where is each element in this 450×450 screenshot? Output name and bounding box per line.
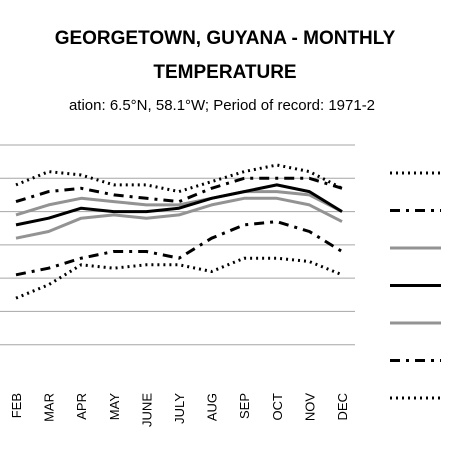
legend	[390, 171, 441, 400]
x-tick-label: MAR	[42, 393, 57, 422]
gridlines	[0, 144, 355, 346]
series-line-2	[15, 176, 343, 204]
x-tick-label: MAY	[107, 393, 122, 421]
x-tick-label: SEP	[237, 393, 252, 419]
series-line-5	[15, 196, 343, 240]
x-tick-label: DEC	[335, 393, 350, 420]
series-line-7	[15, 256, 343, 300]
series-lines	[15, 163, 343, 300]
x-tick-label: JUNE	[139, 393, 154, 427]
series-line-3	[15, 190, 343, 217]
chart-title-line-2: TEMPERATURE	[153, 62, 296, 83]
series-line-6	[15, 220, 343, 277]
x-tick-label: NOV	[302, 393, 317, 422]
x-tick-label: APR	[74, 393, 89, 420]
series-line-4	[15, 183, 343, 227]
chart-subtitle: ation: 6.5°N, 58.1°W; Period of record: …	[69, 97, 375, 114]
chart-title-line-1: GEORGETOWN, GUYANA - MONTHLY	[55, 28, 396, 49]
x-tick-label: JULY	[172, 393, 187, 424]
x-tick-label: FEB	[9, 393, 24, 418]
x-tick-labels: FEB MAR APR MAY JUNE JULY AUG SEP OCT NOV DEC	[9, 393, 350, 427]
x-tick-label: OCT	[270, 393, 285, 421]
x-tick-label: AUG	[205, 393, 220, 421]
